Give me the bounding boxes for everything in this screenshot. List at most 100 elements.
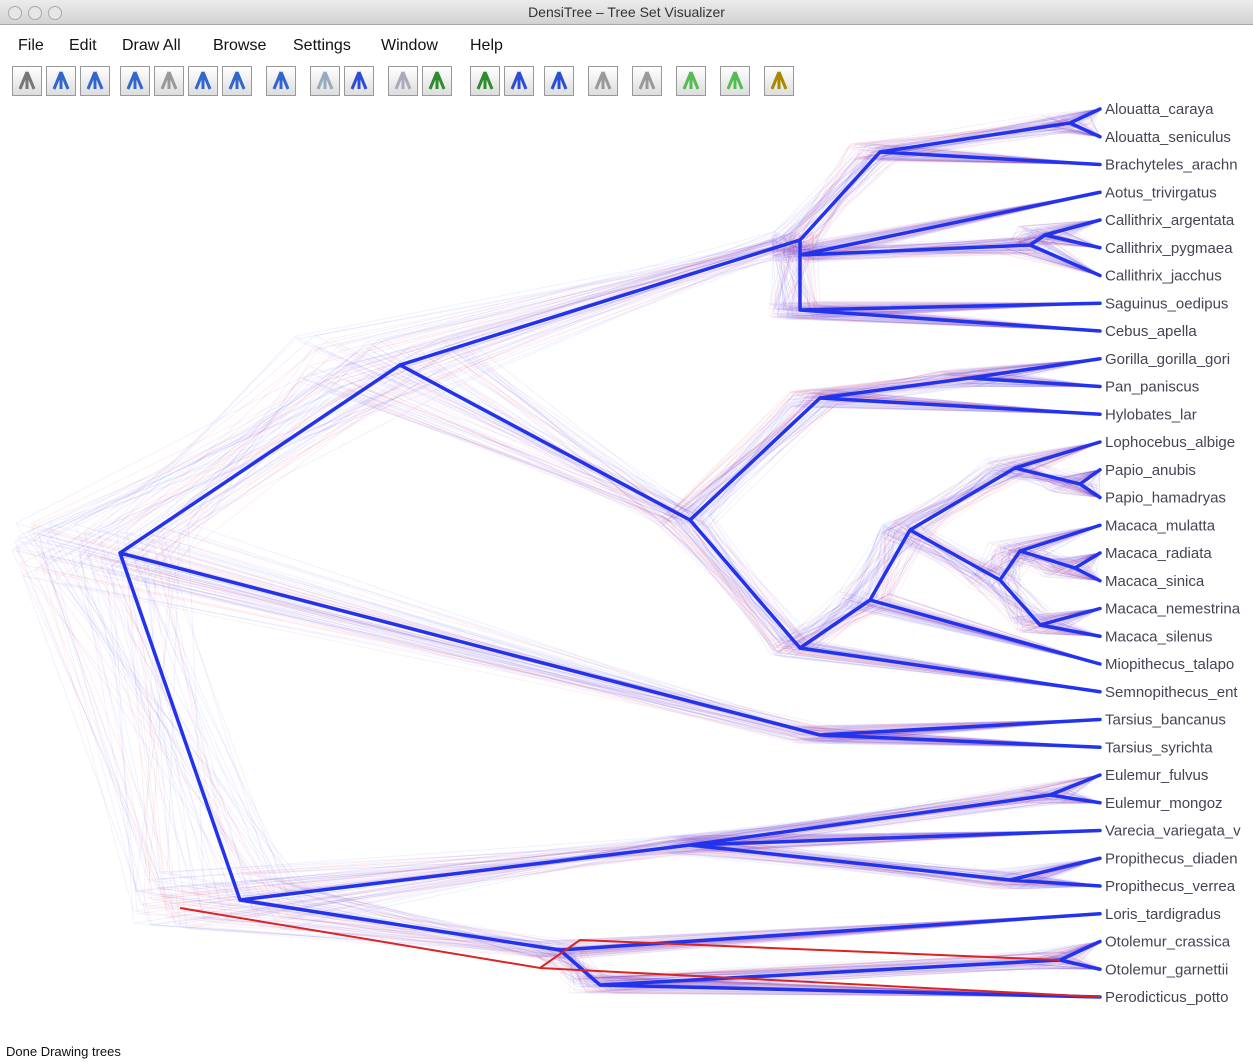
icon-shape xyxy=(18,71,36,90)
zoom-button[interactable] xyxy=(48,6,62,20)
toolbar-icon xyxy=(510,71,528,90)
icon-shape xyxy=(316,71,334,90)
toolbar-icon xyxy=(316,71,334,90)
icon-shape xyxy=(160,71,178,90)
icon-shape xyxy=(86,71,104,90)
title-bar: DensiTree – Tree Set Visualizer xyxy=(0,0,1253,25)
menu-item[interactable]: Browse xyxy=(213,37,267,54)
taxon-label: Callithrix_pygmaea xyxy=(1105,240,1233,257)
toolbar-icon xyxy=(394,71,412,90)
taxon-label: Macaca_nemestrina xyxy=(1105,601,1241,618)
icon-shape xyxy=(638,71,656,90)
tree-sample xyxy=(106,108,1101,998)
toolbar-button[interactable] xyxy=(504,66,534,96)
toolbar-icon xyxy=(272,71,290,90)
toolbar-button[interactable] xyxy=(388,66,418,96)
toolbar-icon xyxy=(682,71,700,90)
taxon-label: Macaca_radiata xyxy=(1105,545,1212,562)
toolbar-button[interactable] xyxy=(344,66,374,96)
toolbar-icon xyxy=(638,71,656,90)
toolbar-button[interactable] xyxy=(120,66,150,96)
alternative-topology xyxy=(179,907,1101,998)
toolbar-button[interactable] xyxy=(470,66,500,96)
toolbar-button[interactable] xyxy=(266,66,296,96)
status-text: Done Drawing trees xyxy=(6,1044,121,1059)
menu-item[interactable]: Draw All xyxy=(122,37,181,54)
toolbar-button[interactable] xyxy=(422,66,452,96)
toolbar-button[interactable] xyxy=(544,66,574,96)
toolbar-button[interactable] xyxy=(676,66,706,96)
taxon-label: Aotus_trivirgatus xyxy=(1105,184,1217,201)
taxon-label: Papio_hamadryas xyxy=(1105,490,1226,507)
taxon-label: Cebus_apella xyxy=(1105,323,1197,340)
toolbar-button[interactable] xyxy=(764,66,794,96)
taxon-label: Hylobates_lar xyxy=(1105,406,1197,423)
icon-shape xyxy=(394,71,412,90)
consensus-tree xyxy=(118,107,1102,999)
icon-shape xyxy=(428,71,446,90)
icon-shape xyxy=(350,71,368,90)
menu-item[interactable]: Window xyxy=(381,37,438,54)
toolbar-icon xyxy=(52,71,70,90)
taxon-label: Perodicticus_potto xyxy=(1105,989,1228,1006)
taxon-label: Tarsius_syrichta xyxy=(1105,739,1213,756)
taxon-label: Lophocebus_albige xyxy=(1105,434,1235,451)
taxon-label: Miopithecus_talapo xyxy=(1105,656,1234,673)
toolbar-button[interactable] xyxy=(46,66,76,96)
taxon-label: Saguinus_oedipus xyxy=(1105,295,1228,312)
icon-shape xyxy=(194,71,212,90)
toolbar-icon xyxy=(194,71,212,90)
menu-item[interactable]: Edit xyxy=(69,37,97,54)
toolbar-button[interactable] xyxy=(588,66,618,96)
taxon-label: Tarsius_bancanus xyxy=(1105,712,1226,729)
icon-shape xyxy=(476,71,494,90)
toolbar-icon xyxy=(428,71,446,90)
taxon-label: Eulemur_mongoz xyxy=(1105,795,1223,812)
toolbar-button[interactable] xyxy=(310,66,340,96)
toolbar-icon xyxy=(18,71,36,90)
menu-item[interactable]: Settings xyxy=(293,37,351,54)
toolbar-button[interactable] xyxy=(80,66,110,96)
taxon-label: Otolemur_crassica xyxy=(1105,934,1231,951)
taxon-label: Loris_tardigradus xyxy=(1105,906,1221,923)
taxon-label: Propithecus_verrea xyxy=(1105,878,1236,895)
menu-bar: File Edit Draw All Browse Settings Window Help xyxy=(0,33,1253,59)
taxon-label: Semnopithecus_ent xyxy=(1105,684,1238,701)
toolbar-icon xyxy=(594,71,612,90)
close-button[interactable] xyxy=(8,6,22,20)
icon-shape xyxy=(126,71,144,90)
toolbar-icon xyxy=(550,71,568,90)
toolbar-button[interactable] xyxy=(154,66,184,96)
taxon-label: Macaca_mulatta xyxy=(1105,517,1216,534)
toolbar-button[interactable] xyxy=(720,66,750,96)
toolbar-icon xyxy=(726,71,744,90)
toolbar-button[interactable] xyxy=(188,66,218,96)
icon-shape xyxy=(770,71,788,90)
icon-shape xyxy=(228,71,246,90)
menu-item[interactable]: Help xyxy=(470,37,503,54)
menu-item[interactable]: File xyxy=(18,37,44,54)
toolbar-button[interactable] xyxy=(222,66,252,96)
taxon-label: Macaca_silenus xyxy=(1105,628,1213,645)
toolbar-button[interactable] xyxy=(632,66,662,96)
taxon-label: Macaca_sinica xyxy=(1105,573,1205,590)
minimize-button[interactable] xyxy=(28,6,42,20)
taxon-label: Eulemur_fulvus xyxy=(1105,767,1208,784)
toolbar-icon xyxy=(770,71,788,90)
icon-shape xyxy=(682,71,700,90)
taxon-label: Callithrix_argentata xyxy=(1105,212,1235,229)
taxon-label: Propithecus_diaden xyxy=(1105,850,1238,867)
taxon-label: Callithrix_jacchus xyxy=(1105,268,1222,285)
window-title: DensiTree – Tree Set Visualizer xyxy=(528,4,725,20)
taxon-label: Gorilla_gorilla_gori xyxy=(1105,351,1230,368)
icon-shape xyxy=(594,71,612,90)
tree-sample xyxy=(48,108,1101,998)
toolbar-icon xyxy=(86,71,104,90)
taxon-label: Papio_anubis xyxy=(1105,462,1196,479)
taxon-label: Alouatta_seniculus xyxy=(1105,129,1231,146)
toolbar-icon xyxy=(160,71,178,90)
icon-shape xyxy=(272,71,290,90)
taxon-label: Varecia_variegata_v xyxy=(1105,823,1241,840)
toolbar-button[interactable] xyxy=(12,66,42,96)
